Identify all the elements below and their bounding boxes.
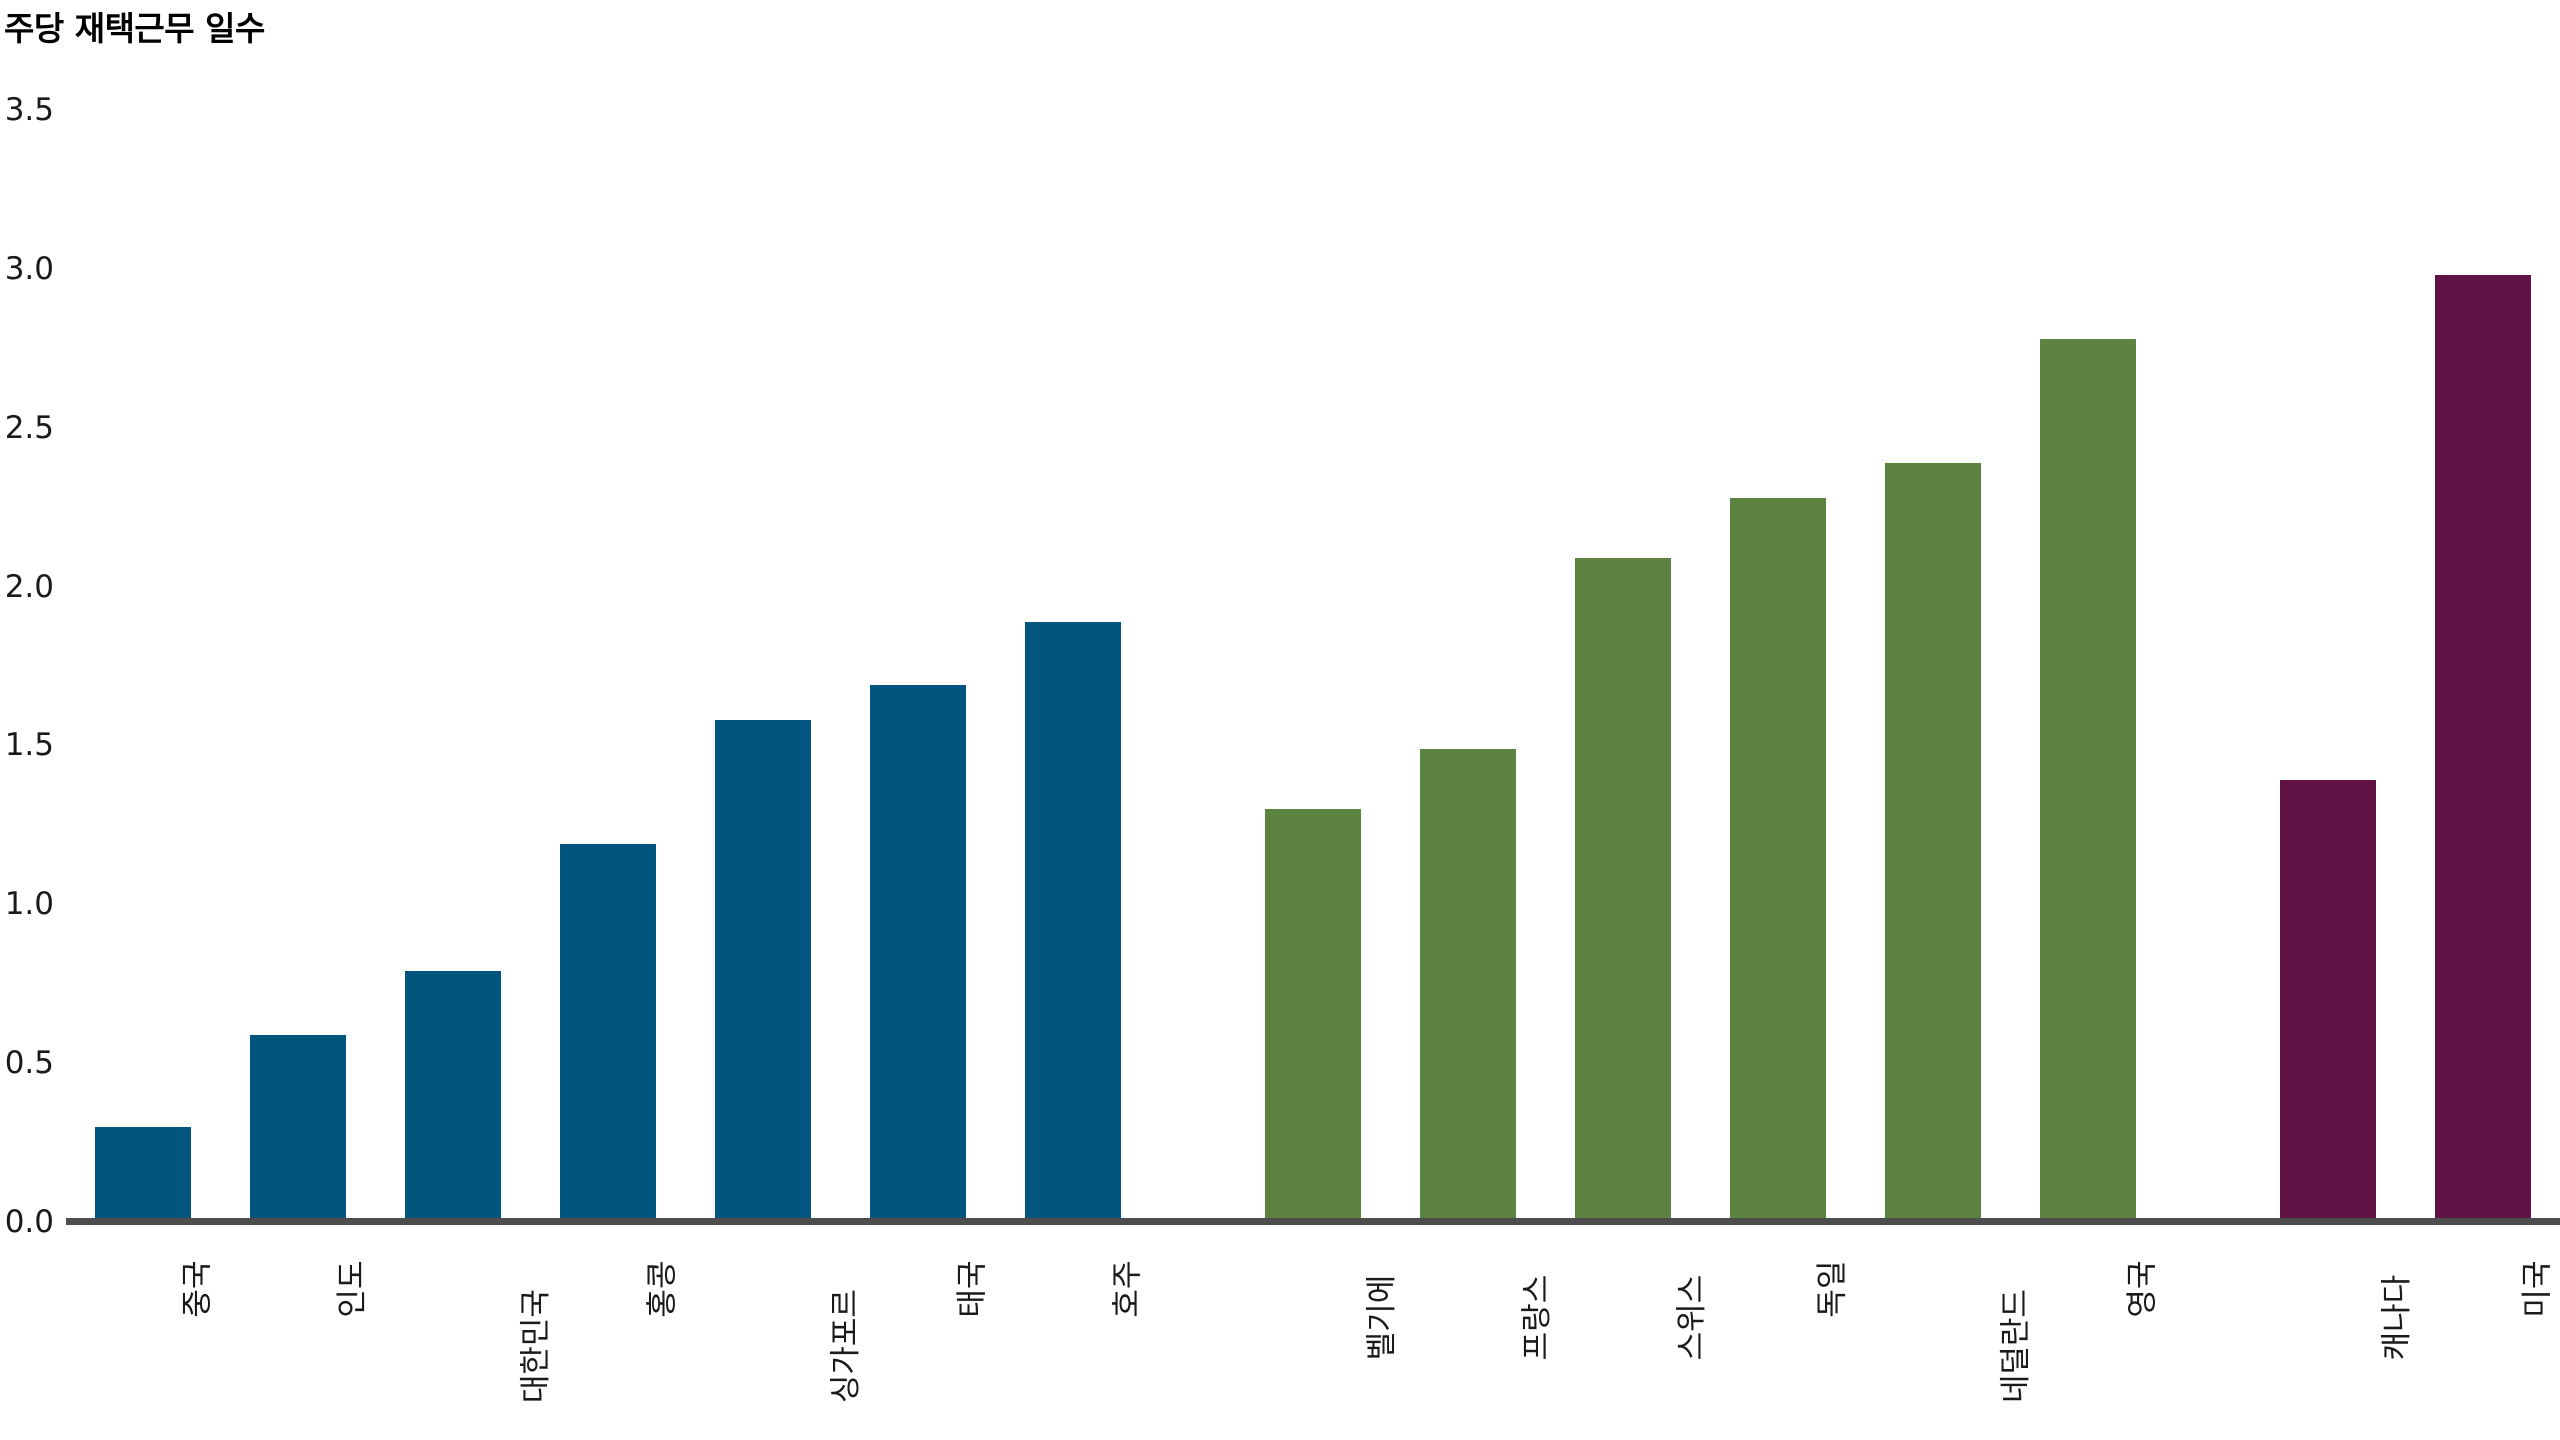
bar[interactable] bbox=[405, 971, 502, 1222]
bar[interactable] bbox=[715, 720, 812, 1222]
bar[interactable] bbox=[1729, 497, 1826, 1222]
x-tick-label: 태국 bbox=[954, 1260, 991, 1318]
y-axis: 0.0 0.5 1.0 1.5 2.0 2.5 3.0 3.5 bbox=[0, 92, 62, 1240]
bar[interactable] bbox=[2434, 275, 2531, 1222]
bar[interactable] bbox=[1574, 557, 1671, 1222]
x-tick-label: 싱가포르 bbox=[828, 1289, 865, 1404]
bar[interactable] bbox=[2039, 338, 2136, 1222]
x-tick-label: 중국 bbox=[179, 1260, 216, 1318]
y-tick-label: 0.5 bbox=[4, 1045, 54, 1082]
bar[interactable] bbox=[95, 1126, 192, 1222]
x-tick-label: 캐나다 bbox=[2378, 1274, 2415, 1361]
bar[interactable] bbox=[1419, 748, 1516, 1222]
y-tick-label: 1.5 bbox=[4, 727, 54, 764]
bar[interactable] bbox=[869, 685, 966, 1222]
plot-area bbox=[66, 110, 2560, 1222]
x-tick-label: 미국 bbox=[2519, 1260, 2556, 1318]
bar[interactable] bbox=[1264, 808, 1361, 1222]
x-tick-label: 홍콩 bbox=[644, 1260, 681, 1318]
x-tick-label: 네덜란드 bbox=[1997, 1289, 2034, 1404]
bar[interactable] bbox=[250, 1034, 347, 1222]
x-tick-label: 인도 bbox=[334, 1260, 371, 1318]
x-tick-label: 독일 bbox=[1814, 1260, 1851, 1318]
bar[interactable] bbox=[1884, 462, 1981, 1222]
x-tick-label: 스위스 bbox=[1673, 1274, 1710, 1361]
y-tick-label: 2.0 bbox=[4, 568, 54, 605]
chart-title: 주당 재택근무 일수 bbox=[4, 9, 265, 48]
x-tick-label: 프랑스 bbox=[1518, 1274, 1555, 1361]
y-tick-label: 0.0 bbox=[4, 1204, 54, 1240]
x-tick-label: 호주 bbox=[1109, 1260, 1146, 1318]
bar[interactable] bbox=[1024, 621, 1121, 1222]
x-tick-label: 대한민국 bbox=[518, 1289, 555, 1404]
y-tick-label: 3.5 bbox=[4, 92, 54, 128]
bar[interactable] bbox=[2279, 780, 2376, 1222]
y-tick-label: 3.0 bbox=[4, 250, 54, 287]
y-tick-label: 1.0 bbox=[4, 886, 54, 923]
x-axis-line bbox=[66, 1218, 2560, 1225]
x-tick-label: 영국 bbox=[2124, 1260, 2161, 1318]
x-tick-label: 벨기에 bbox=[1363, 1274, 1400, 1361]
bar[interactable] bbox=[560, 843, 657, 1222]
y-tick-label: 2.5 bbox=[4, 409, 54, 446]
